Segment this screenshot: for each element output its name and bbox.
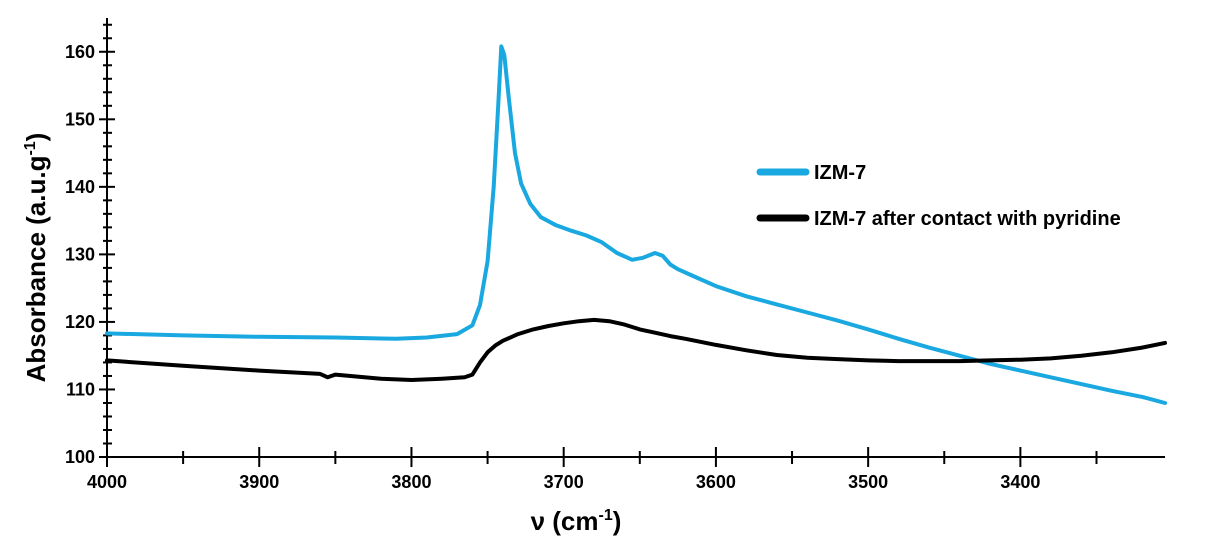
x-tick-label: 3500 bbox=[848, 472, 888, 492]
y-tick-label: 160 bbox=[65, 42, 95, 62]
x-tick-label: 3600 bbox=[696, 472, 736, 492]
y-axis-ticks: 100 110 120 130 140 150 160 bbox=[65, 23, 115, 467]
x-tick-label: 3400 bbox=[1000, 472, 1040, 492]
legend: IZM-7 IZM-7 after contact with pyridine bbox=[756, 162, 1121, 230]
y-tick-label: 140 bbox=[65, 177, 95, 197]
x-tick-label: 3700 bbox=[544, 472, 584, 492]
x-axis-ticks: 4000 3900 3800 3700 3600 3500 3400 bbox=[87, 447, 1098, 492]
y-tick-label: 120 bbox=[65, 312, 95, 332]
legend-label-izm-7: IZM-7 bbox=[814, 162, 866, 184]
series-layer bbox=[105, 44, 1167, 405]
x-tick-label: 3800 bbox=[391, 472, 431, 492]
series-line-izm-7-pyridine bbox=[105, 317, 1167, 382]
series-line-izm-7 bbox=[105, 44, 1167, 405]
y-axis-title-superscript: -1 bbox=[22, 141, 39, 155]
x-axis-title-superscript: -1 bbox=[599, 507, 613, 524]
y-tick-label: 100 bbox=[65, 447, 95, 467]
y-axis-title: Absorbance (a.u.g-1) bbox=[21, 133, 51, 383]
y-tick-label: 110 bbox=[66, 379, 95, 399]
x-tick-label: 3900 bbox=[239, 472, 279, 492]
x-tick-label: 4000 bbox=[87, 472, 127, 492]
axes: 100 110 120 130 140 150 160 4000 3900 3800 3700 36… bbox=[65, 18, 1165, 492]
y-tick-label: 130 bbox=[65, 244, 95, 264]
y-tick-label: 150 bbox=[65, 109, 95, 129]
legend-label-izm-7-pyridine: IZM-7 after contact with pyridine bbox=[814, 208, 1121, 230]
x-axis-title: ν (cm-1) bbox=[531, 506, 622, 536]
